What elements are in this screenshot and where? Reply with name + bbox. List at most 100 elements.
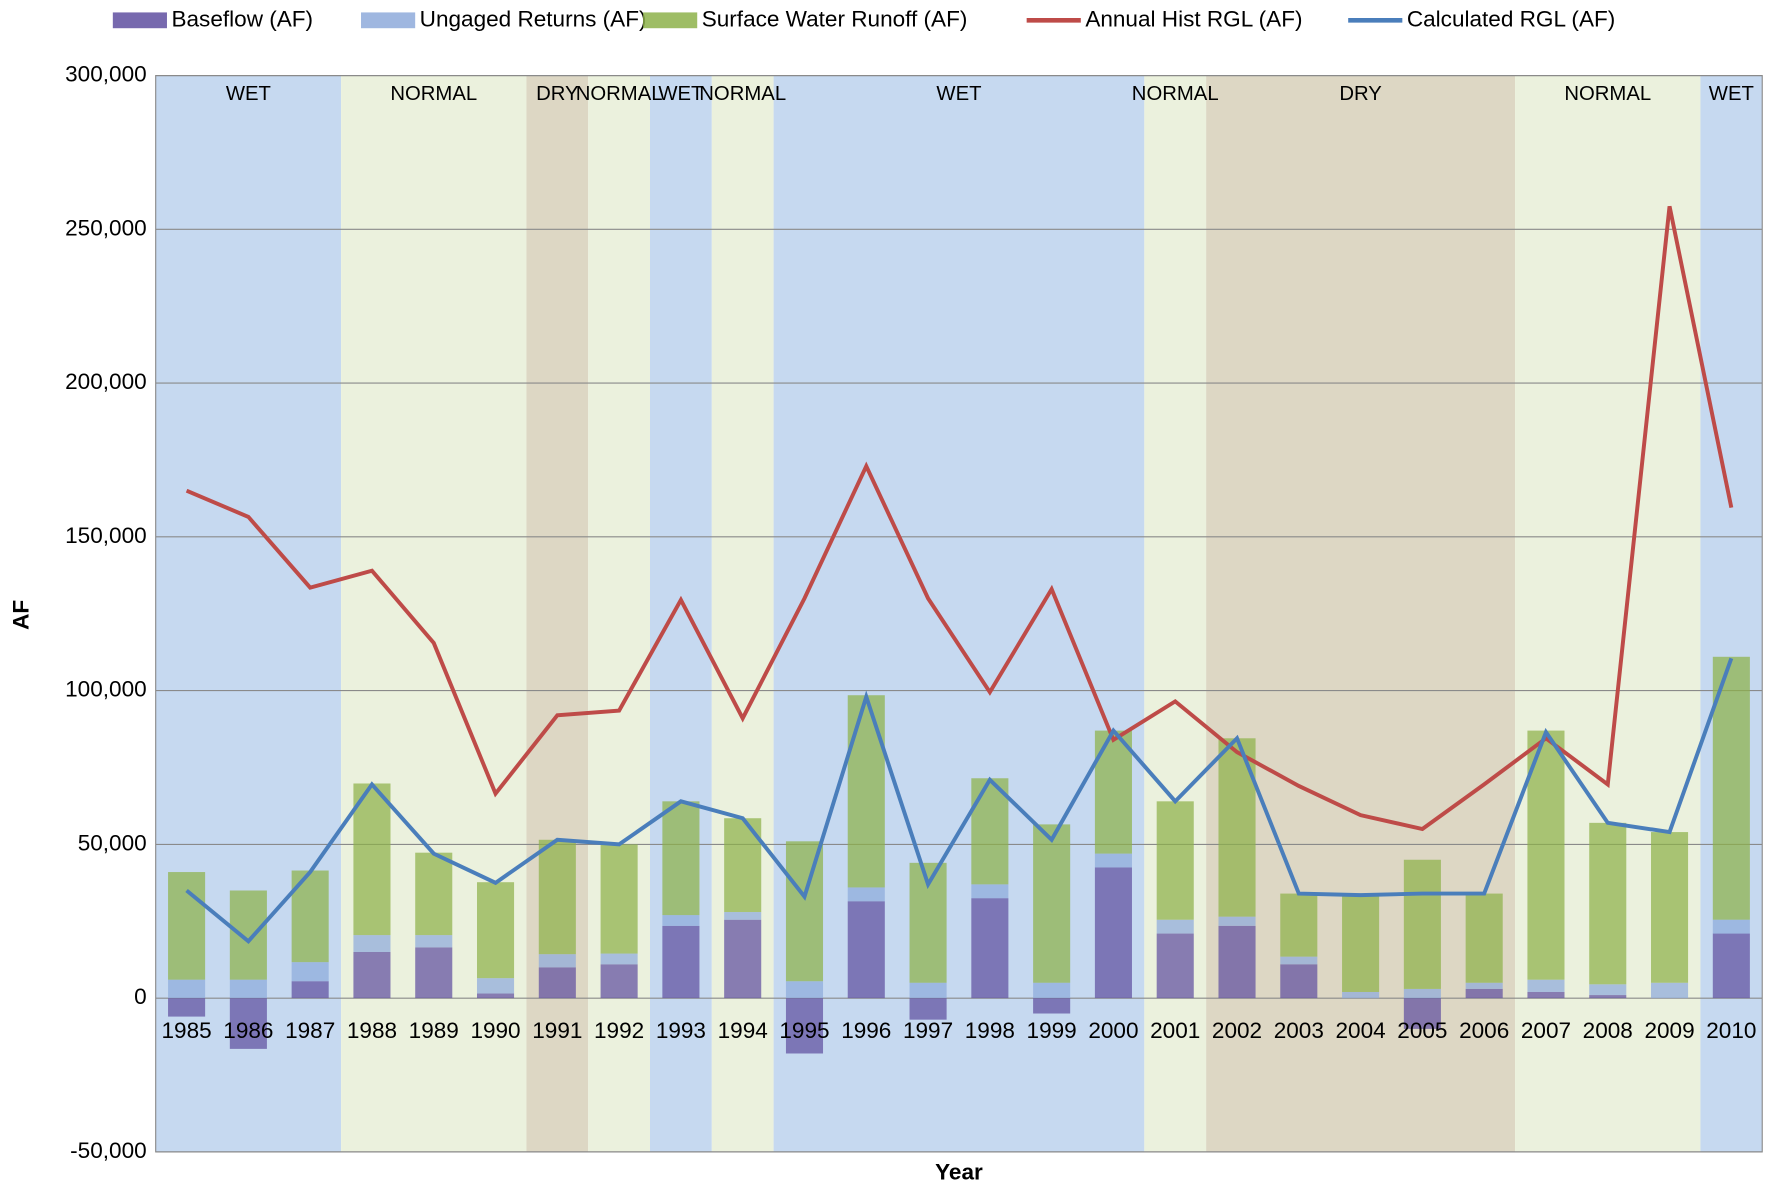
period-label: NORMAL xyxy=(699,83,786,105)
bar-segment xyxy=(1403,998,1441,1029)
y-axis-title: AF xyxy=(9,600,34,630)
bar-segment xyxy=(1527,979,1565,992)
bar-segment xyxy=(785,998,824,1054)
bar-segment xyxy=(662,915,700,926)
bar-segment xyxy=(847,695,885,888)
legend-swatch xyxy=(112,12,167,29)
legend-label: Surface Water Runoff (AF) xyxy=(702,6,968,31)
bar-segment xyxy=(1218,916,1256,926)
period-label: NORMAL xyxy=(1564,83,1651,105)
x-tick-label: 2002 xyxy=(1212,1018,1262,1043)
period-label: DRY xyxy=(536,83,579,105)
period-backgrounds xyxy=(155,75,1763,1152)
period-label: NORMAL xyxy=(390,83,477,105)
bar-segment xyxy=(1280,893,1318,957)
bar-segment xyxy=(353,952,391,999)
bar-segment xyxy=(1342,991,1380,999)
x-tick-label: 1987 xyxy=(285,1018,335,1043)
y-tick-label: 50,000 xyxy=(78,830,147,855)
y-tick-label: 250,000 xyxy=(65,215,147,240)
x-tick-label: 2005 xyxy=(1397,1018,1447,1043)
bar-segment xyxy=(1465,893,1503,983)
bar-segment xyxy=(476,993,515,999)
x-tick-label: 2010 xyxy=(1706,1018,1756,1043)
bar-segment xyxy=(1218,738,1256,917)
bar-segment xyxy=(168,872,206,980)
x-tick-label: 1999 xyxy=(1027,1018,1077,1043)
bar-segment xyxy=(1156,933,1194,999)
legend-label: Ungaged Returns (AF) xyxy=(420,6,647,31)
bar-segment xyxy=(1033,982,1071,999)
bar-segment xyxy=(1527,991,1565,999)
bar-segment xyxy=(1094,730,1132,854)
period-label: WET xyxy=(226,83,271,105)
bar-segment xyxy=(538,839,576,955)
bar-segment xyxy=(1712,933,1750,999)
x-tick-label: 1985 xyxy=(161,1018,211,1043)
y-tick-label: 200,000 xyxy=(65,369,147,394)
bar-segment xyxy=(1589,984,1627,996)
lines xyxy=(185,205,1734,944)
bar-segment xyxy=(785,841,824,982)
bar-segment xyxy=(600,953,638,965)
x-tick-label: 1996 xyxy=(841,1018,891,1043)
legend-label: Calculated RGL (AF) xyxy=(1407,6,1615,31)
y-tick-label: -50,000 xyxy=(70,1138,146,1163)
bar-segment xyxy=(909,998,947,1020)
legend-swatch xyxy=(361,12,416,29)
x-tick-label: 1995 xyxy=(779,1018,829,1043)
period-label: NORMAL xyxy=(1132,83,1219,105)
bar-segment xyxy=(1651,982,1689,999)
legend-label: Baseflow (AF) xyxy=(171,6,313,31)
bar-segment xyxy=(415,852,453,936)
x-tick-label: 2004 xyxy=(1336,1018,1386,1043)
bar-segment xyxy=(1094,867,1132,999)
bar-segment xyxy=(971,898,1009,999)
bar-segment xyxy=(1094,853,1132,868)
line-series xyxy=(185,657,1734,944)
bar-segment xyxy=(1156,919,1194,934)
x-tick-label: 2003 xyxy=(1274,1018,1324,1043)
y-tick-label: 100,000 xyxy=(65,677,147,702)
x-tick-label: 1994 xyxy=(718,1018,768,1043)
x-tick-label: 1988 xyxy=(347,1018,397,1043)
x-tick-label: 1993 xyxy=(656,1018,706,1043)
x-tick-label: 1989 xyxy=(409,1018,459,1043)
period-label: NORMAL xyxy=(576,83,663,105)
bar-segment xyxy=(1033,824,1071,983)
bar-segment xyxy=(971,778,1009,885)
x-tick-label: 2009 xyxy=(1644,1018,1694,1043)
bar-segment xyxy=(662,801,700,916)
bar-segment xyxy=(353,783,391,936)
bar-segment xyxy=(600,964,638,999)
bar-segment xyxy=(353,935,391,953)
y-tick-label: 0 xyxy=(134,984,147,1009)
bar-segment xyxy=(1527,730,1565,980)
bar-segment xyxy=(662,925,700,999)
bar-segment xyxy=(1651,832,1689,983)
x-tick-label: 1998 xyxy=(965,1018,1015,1043)
legend-swatch xyxy=(643,12,698,29)
plot-frame xyxy=(155,75,1763,1153)
x-tick-label: 2000 xyxy=(1088,1018,1138,1043)
y-tick-label: 150,000 xyxy=(65,523,147,548)
bar-segment xyxy=(1218,925,1256,999)
bar-segment xyxy=(600,844,638,954)
bar-segment xyxy=(1712,656,1750,920)
bar-segment xyxy=(1465,982,1503,989)
bar-segment xyxy=(1342,895,1380,992)
line-series xyxy=(185,205,1734,832)
bar-segment xyxy=(168,979,206,999)
bar-segment xyxy=(971,884,1009,899)
period-label: DRY xyxy=(1339,83,1382,105)
bar-segment xyxy=(847,887,885,902)
bar-segment xyxy=(229,979,267,999)
bar-segment xyxy=(538,967,576,999)
x-tick-label: 2007 xyxy=(1521,1018,1571,1043)
x-tick-label: 1986 xyxy=(223,1018,273,1043)
x-axis-title: Year xyxy=(935,1159,983,1184)
bar-segment xyxy=(909,982,947,999)
bar-segment xyxy=(1712,919,1750,934)
y-tick-label: 300,000 xyxy=(65,62,147,87)
